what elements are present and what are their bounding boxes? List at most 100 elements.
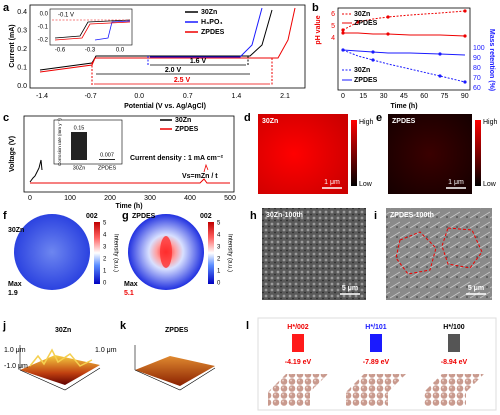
panel-d: d 30Zn 1 μm High Low — [244, 112, 374, 194]
max-value: 5.1 — [124, 290, 134, 297]
legend-label: 30Zn — [354, 67, 370, 74]
frame — [257, 317, 497, 411]
window-label: 1.6 V — [190, 58, 207, 65]
x-tick-label: 45 — [400, 93, 408, 100]
y-tick-label: 4 — [331, 35, 335, 42]
y-label: pH value — [315, 15, 322, 44]
colorbar — [475, 120, 481, 186]
colorbar-tick: 2 — [217, 257, 221, 263]
panel-label: h — [250, 210, 257, 222]
legend-label: ZPDES — [354, 20, 378, 27]
axes — [23, 115, 235, 193]
inset-bar — [99, 159, 115, 160]
x-label: Potential (V vs. Ag/AgCl) — [124, 103, 206, 110]
y-tick-label: 5 — [331, 23, 335, 30]
inset-bar — [71, 132, 87, 160]
scale-bar: 5 μm — [468, 285, 484, 292]
panel-l: l H*/002 -4.19 eV H*/101 -7.89 eV H*/100 -8.9… — [246, 317, 497, 411]
x-tick-label: 0.0 — [134, 93, 144, 100]
x-label: Time (h) — [390, 103, 417, 110]
panel-c: c Voltage (V) 0 100 200 300 400 500 Time (h) … — [3, 112, 236, 210]
panel-label: e — [376, 112, 382, 124]
slab-front — [424, 392, 466, 406]
colorbar — [208, 222, 214, 284]
panel-label: c — [3, 112, 9, 124]
colorbar-tick: 0 — [217, 281, 221, 287]
panel-label: l — [246, 320, 249, 332]
colorbar-title: Intensity (a.u.) — [226, 234, 232, 272]
sample-name: ZPDES-100th — [390, 212, 434, 219]
slab — [346, 374, 406, 392]
sample-name: ZPDES — [132, 213, 156, 220]
inset-note: -0.1 V — [58, 13, 74, 19]
panel-label: d — [244, 112, 251, 124]
panel-label: f — [3, 210, 7, 222]
inset-y-tick: 0.0 — [40, 12, 49, 18]
x-tick-label: 0 — [341, 93, 345, 100]
x-tick-label: 2.1 — [280, 93, 290, 100]
sample-name: 30Zn-100th — [266, 212, 303, 219]
colorbar-tick: 5 — [217, 221, 221, 227]
plane: 002 — [86, 213, 98, 220]
x-tick-label: 500 — [224, 195, 236, 202]
inset-y-tick: -0.2 — [38, 38, 49, 44]
colorbar-tick: 1 — [103, 269, 107, 275]
curve-zpdes — [30, 178, 230, 184]
y2-label: Mass retention (%) — [488, 29, 495, 91]
curve-30zn — [29, 159, 43, 183]
axis-label: 1.0 μm — [4, 347, 26, 354]
panel-g: g ZPDES 002 Max 5.1 5 4 3 2 1 0 Intensity (a.… — [122, 210, 232, 297]
panel-label: j — [2, 320, 6, 332]
axes — [337, 7, 471, 91]
curve-zpdes — [39, 7, 296, 73]
y-label: Current (mA) — [9, 24, 16, 67]
inset-x-tick: -0.6 — [55, 48, 66, 54]
x-tick-label: 60 — [420, 93, 428, 100]
scale-bar: 5 μm — [342, 285, 358, 292]
window-label: 2.0 V — [165, 67, 182, 74]
max-label: Max — [8, 281, 22, 288]
y2-tick-label: 90 — [473, 55, 481, 62]
colorbar-title: Intensity (a.u.) — [112, 234, 118, 272]
slab-front — [346, 392, 388, 406]
site-label: H*/100 — [443, 324, 465, 331]
inset-y-label: Corrosion rate (mm y⁻¹) — [57, 118, 62, 166]
legend-label: ZPDES — [201, 29, 225, 36]
adsorption-energy: -4.19 eV — [285, 359, 312, 366]
curve-ph-zpdes — [343, 32, 466, 37]
x-tick-label: 0 — [28, 195, 32, 202]
panel-label: a — [3, 2, 10, 14]
panel-i: i ZPDES-100th 5 μm — [374, 208, 492, 300]
legend-label: H₃PO₄ — [201, 19, 223, 26]
curve-mass-30zn — [342, 49, 466, 83]
inset-a: -0.1 V -0.6 -0.3 0.0 0.0 -0.1 -0.2 — [38, 8, 133, 54]
inset-category: ZPDES — [98, 165, 117, 171]
colorbar-tick: 2 — [103, 257, 107, 263]
panel-label: k — [120, 320, 127, 332]
axis-label: 1.0 μm — [95, 347, 117, 354]
plane: 002 — [200, 213, 212, 220]
panel-j: j 30Zn 1.0 μm -1.0 μm 1.0 μm — [2, 320, 117, 391]
afm-surface — [20, 355, 100, 385]
curve-h3po4 — [150, 7, 263, 58]
sem-image — [262, 208, 366, 300]
legend-label: 30Zn — [201, 9, 217, 16]
x-tick-label: 1.4 — [232, 93, 242, 100]
axes — [29, 4, 306, 89]
inset-value-label: 0.007 — [100, 152, 114, 158]
colorbar-tick: 3 — [217, 245, 221, 251]
y2-tick-label: 70 — [473, 75, 481, 82]
panel-b: b pH value Mass retention (%) 0 15 30 45 60 7… — [312, 2, 495, 110]
x-tick-label: 400 — [184, 195, 196, 202]
inset-x-tick: 0.0 — [116, 48, 125, 54]
scale-bar: 1 μm — [324, 179, 340, 186]
colorbar-label: Low — [359, 181, 373, 188]
colorbar — [351, 120, 357, 186]
x-tick-label: -1.4 — [36, 93, 48, 100]
inset-category: 30Zn — [73, 165, 86, 171]
site-marker — [448, 334, 460, 352]
adsorption-energy: -8.94 eV — [441, 359, 468, 366]
inset-value-label: 0.15 — [74, 125, 85, 131]
x-tick-label: 0.7 — [183, 93, 193, 100]
panel-k: k ZPDES — [120, 320, 216, 391]
